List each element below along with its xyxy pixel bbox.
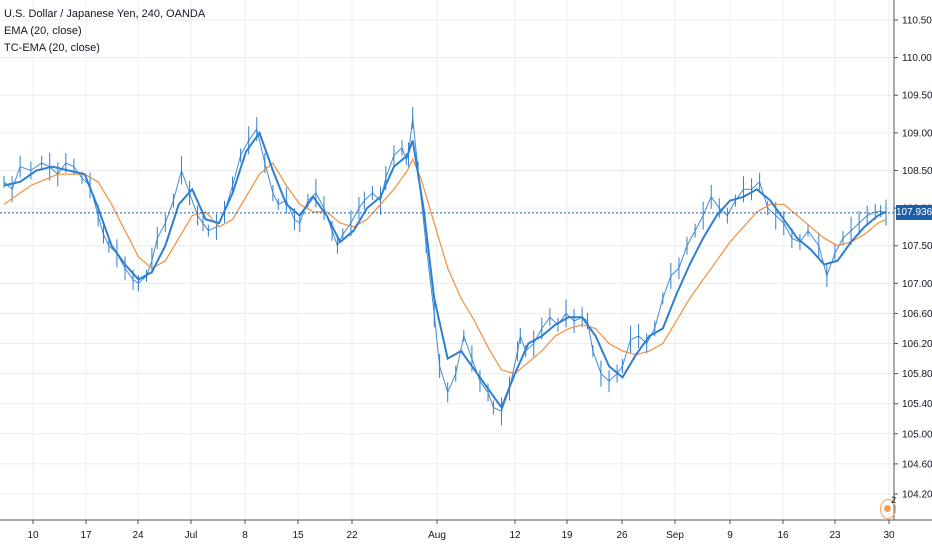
x-tick-label: 15 <box>292 530 304 541</box>
legend-ema[interactable]: EMA (20, close) <box>4 25 82 37</box>
x-tick-label: 8 <box>242 530 248 541</box>
y-tick-label: 108.500 <box>902 166 932 177</box>
x-tick-label: 24 <box>132 530 144 541</box>
y-tick-label: 107.000 <box>902 279 932 290</box>
x-tick-label: Sep <box>666 530 684 541</box>
x-tick-label: Aug <box>428 530 446 541</box>
y-tick-label: 105.000 <box>902 429 932 440</box>
tc-ema-line <box>3 130 887 410</box>
grid <box>0 0 894 520</box>
x-tick-label: 16 <box>777 530 789 541</box>
event-marker-count: 2 <box>891 495 897 505</box>
y-tick-label: 106.200 <box>902 339 932 350</box>
legend: U.S. Dollar / Japanese Yen, 240, OANDA E… <box>4 6 205 57</box>
y-tick-label: 104.600 <box>902 459 932 470</box>
x-tick-label: 9 <box>727 530 733 541</box>
y-tick-label: 107.500 <box>902 241 932 252</box>
y-tick-label: 105.800 <box>902 369 932 380</box>
event-marker-ring <box>880 499 896 519</box>
axes: 110.500110.000109.500109.000108.500108.0… <box>0 0 932 541</box>
x-tick-label: 26 <box>616 530 628 541</box>
y-tick-label: 109.000 <box>902 128 932 139</box>
x-tick-label: 30 <box>883 530 895 541</box>
x-tick-label: 22 <box>346 530 358 541</box>
last-price-badge: 107.936 <box>896 205 932 221</box>
legend-tc-ema[interactable]: TC-EMA (20, close) <box>4 42 100 54</box>
x-tick-label: 19 <box>561 530 573 541</box>
y-tick-label: 106.600 <box>902 309 932 320</box>
event-marker-dot <box>884 505 891 512</box>
x-tick-label: 23 <box>829 530 841 541</box>
x-tick-label: 17 <box>80 530 92 541</box>
event-marker[interactable]: 2 <box>879 495 897 521</box>
x-tick-label: 12 <box>509 530 521 541</box>
y-tick-label: 109.500 <box>902 91 932 102</box>
y-tick-label: 104.200 <box>902 490 932 501</box>
price-line <box>3 117 887 412</box>
y-tick-label: 110.000 <box>902 53 932 64</box>
y-tick-label: 105.400 <box>902 399 932 410</box>
series-layer <box>3 106 887 426</box>
chart-title: U.S. Dollar / Japanese Yen, 240, OANDA <box>4 8 206 20</box>
ema-line <box>3 157 887 375</box>
y-tick-label: 110.500 <box>902 16 932 27</box>
x-tick-label: Jul <box>185 530 198 541</box>
x-tick-label: 10 <box>27 530 39 541</box>
